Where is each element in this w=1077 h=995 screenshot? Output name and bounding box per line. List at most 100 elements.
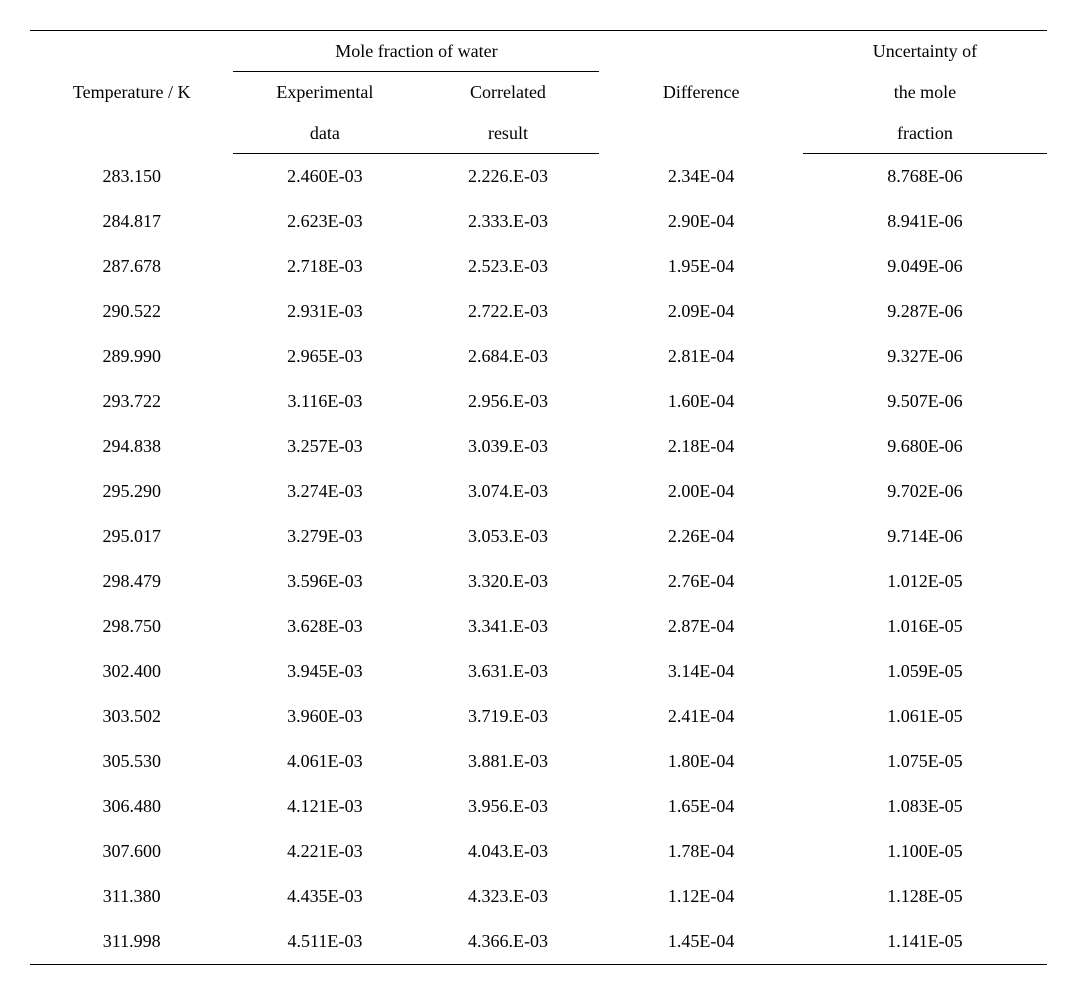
cell-temperature: 284.817 <box>30 199 233 244</box>
cell-uncertainty: 9.702E-06 <box>803 469 1047 514</box>
cell-experimental: 4.511E-03 <box>233 919 416 965</box>
cell-temperature: 287.678 <box>30 244 233 289</box>
cell-temperature: 298.750 <box>30 604 233 649</box>
cell-temperature: 290.522 <box>30 289 233 334</box>
header-mole-fraction-group: Mole fraction of water <box>233 31 599 72</box>
cell-temperature: 294.838 <box>30 424 233 469</box>
cell-uncertainty: 1.083E-05 <box>803 784 1047 829</box>
cell-difference: 1.12E-04 <box>599 874 802 919</box>
cell-uncertainty: 9.714E-06 <box>803 514 1047 559</box>
table-header: Temperature / K Mole fraction of water D… <box>30 31 1047 154</box>
cell-experimental: 4.435E-03 <box>233 874 416 919</box>
table-row: 298.7503.628E-033.341.E-032.87E-041.016E… <box>30 604 1047 649</box>
cell-correlated: 2.684.E-03 <box>416 334 599 379</box>
cell-uncertainty: 1.100E-05 <box>803 829 1047 874</box>
table-row: 306.4804.121E-033.956.E-031.65E-041.083E… <box>30 784 1047 829</box>
cell-temperature: 311.998 <box>30 919 233 965</box>
table-row: 303.5023.960E-033.719.E-032.41E-041.061E… <box>30 694 1047 739</box>
cell-experimental: 3.116E-03 <box>233 379 416 424</box>
cell-experimental: 4.121E-03 <box>233 784 416 829</box>
cell-experimental: 2.718E-03 <box>233 244 416 289</box>
cell-difference: 1.60E-04 <box>599 379 802 424</box>
cell-correlated: 3.719.E-03 <box>416 694 599 739</box>
cell-temperature: 303.502 <box>30 694 233 739</box>
cell-experimental: 3.279E-03 <box>233 514 416 559</box>
cell-temperature: 289.990 <box>30 334 233 379</box>
cell-experimental: 4.061E-03 <box>233 739 416 784</box>
cell-correlated: 2.226.E-03 <box>416 154 599 200</box>
cell-experimental: 3.945E-03 <box>233 649 416 694</box>
table-row: 293.7223.116E-032.956.E-031.60E-049.507E… <box>30 379 1047 424</box>
header-experimental-l2: data <box>233 113 416 154</box>
header-temperature: Temperature / K <box>30 31 233 154</box>
cell-experimental: 2.965E-03 <box>233 334 416 379</box>
cell-difference: 2.76E-04 <box>599 559 802 604</box>
cell-correlated: 4.366.E-03 <box>416 919 599 965</box>
cell-uncertainty: 8.768E-06 <box>803 154 1047 200</box>
header-correlated-l1: Correlated <box>416 72 599 113</box>
cell-temperature: 306.480 <box>30 784 233 829</box>
cell-experimental: 3.596E-03 <box>233 559 416 604</box>
cell-difference: 2.87E-04 <box>599 604 802 649</box>
cell-correlated: 3.039.E-03 <box>416 424 599 469</box>
data-table: Temperature / K Mole fraction of water D… <box>30 30 1047 965</box>
cell-experimental: 3.257E-03 <box>233 424 416 469</box>
header-experimental-l1: Experimental <box>233 72 416 113</box>
cell-experimental: 4.221E-03 <box>233 829 416 874</box>
table-row: 311.3804.435E-034.323.E-031.12E-041.128E… <box>30 874 1047 919</box>
cell-correlated: 3.341.E-03 <box>416 604 599 649</box>
cell-correlated: 3.956.E-03 <box>416 784 599 829</box>
cell-correlated: 3.053.E-03 <box>416 514 599 559</box>
table-row: 298.4793.596E-033.320.E-032.76E-041.012E… <box>30 559 1047 604</box>
cell-uncertainty: 1.012E-05 <box>803 559 1047 604</box>
cell-difference: 2.00E-04 <box>599 469 802 514</box>
table-row: 284.8172.623E-032.333.E-032.90E-048.941E… <box>30 199 1047 244</box>
table-row: 305.5304.061E-033.881.E-031.80E-041.075E… <box>30 739 1047 784</box>
cell-uncertainty: 1.016E-05 <box>803 604 1047 649</box>
cell-temperature: 293.722 <box>30 379 233 424</box>
table-row: 287.6782.718E-032.523.E-031.95E-049.049E… <box>30 244 1047 289</box>
cell-difference: 3.14E-04 <box>599 649 802 694</box>
header-difference: Difference <box>599 31 802 154</box>
cell-difference: 1.45E-04 <box>599 919 802 965</box>
cell-temperature: 298.479 <box>30 559 233 604</box>
header-uncertainty-l2: the mole <box>803 72 1047 113</box>
cell-experimental: 2.931E-03 <box>233 289 416 334</box>
cell-experimental: 2.623E-03 <box>233 199 416 244</box>
table-row: 302.4003.945E-033.631.E-033.14E-041.059E… <box>30 649 1047 694</box>
cell-experimental: 3.274E-03 <box>233 469 416 514</box>
header-uncertainty-l3: fraction <box>803 113 1047 154</box>
cell-correlated: 3.881.E-03 <box>416 739 599 784</box>
cell-difference: 2.90E-04 <box>599 199 802 244</box>
cell-experimental: 3.960E-03 <box>233 694 416 739</box>
cell-correlated: 2.333.E-03 <box>416 199 599 244</box>
table-row: 295.2903.274E-033.074.E-032.00E-049.702E… <box>30 469 1047 514</box>
cell-correlated: 2.523.E-03 <box>416 244 599 289</box>
cell-uncertainty: 9.287E-06 <box>803 289 1047 334</box>
cell-correlated: 3.320.E-03 <box>416 559 599 604</box>
cell-temperature: 307.600 <box>30 829 233 874</box>
table-row: 295.0173.279E-033.053.E-032.26E-049.714E… <box>30 514 1047 559</box>
cell-temperature: 305.530 <box>30 739 233 784</box>
cell-uncertainty: 1.141E-05 <box>803 919 1047 965</box>
table-row: 289.9902.965E-032.684.E-032.81E-049.327E… <box>30 334 1047 379</box>
cell-experimental: 2.460E-03 <box>233 154 416 200</box>
cell-uncertainty: 9.680E-06 <box>803 424 1047 469</box>
cell-difference: 1.95E-04 <box>599 244 802 289</box>
cell-uncertainty: 9.507E-06 <box>803 379 1047 424</box>
cell-temperature: 302.400 <box>30 649 233 694</box>
cell-experimental: 3.628E-03 <box>233 604 416 649</box>
cell-difference: 2.34E-04 <box>599 154 802 200</box>
cell-correlated: 2.722.E-03 <box>416 289 599 334</box>
cell-temperature: 295.017 <box>30 514 233 559</box>
cell-difference: 1.80E-04 <box>599 739 802 784</box>
table-row: 290.5222.931E-032.722.E-032.09E-049.287E… <box>30 289 1047 334</box>
cell-difference: 2.18E-04 <box>599 424 802 469</box>
table-row: 283.1502.460E-032.226.E-032.34E-048.768E… <box>30 154 1047 200</box>
cell-correlated: 4.043.E-03 <box>416 829 599 874</box>
cell-difference: 2.41E-04 <box>599 694 802 739</box>
cell-correlated: 3.631.E-03 <box>416 649 599 694</box>
table-row: 311.9984.511E-034.366.E-031.45E-041.141E… <box>30 919 1047 965</box>
cell-uncertainty: 1.075E-05 <box>803 739 1047 784</box>
cell-difference: 1.78E-04 <box>599 829 802 874</box>
